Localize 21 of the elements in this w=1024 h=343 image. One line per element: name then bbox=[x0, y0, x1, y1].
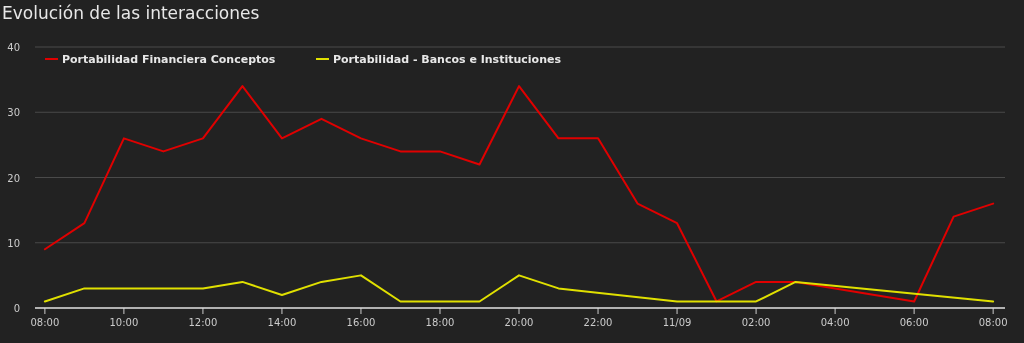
x-tick-label: 20:00 bbox=[504, 317, 534, 328]
y-tick-label: 30 bbox=[7, 107, 20, 119]
x-tick-label: 18:00 bbox=[425, 317, 455, 328]
x-tick-label: 06:00 bbox=[899, 317, 929, 328]
x-tick-label: 12:00 bbox=[188, 317, 218, 328]
x-tick-label: 14:00 bbox=[267, 317, 297, 328]
x-tick-label: 04:00 bbox=[820, 317, 850, 328]
legend-label: Portabilidad - Bancos e Instituciones bbox=[333, 53, 562, 66]
y-tick-label: 20 bbox=[7, 172, 20, 184]
chart-title: Evolución de las interacciones bbox=[2, 3, 260, 23]
x-tick-label: 08:00 bbox=[30, 317, 60, 328]
legend-label: Portabilidad Financiera Conceptos bbox=[62, 53, 276, 66]
y-tick-label: 0 bbox=[13, 303, 20, 314]
y-tick-label: 40 bbox=[7, 42, 20, 53]
y-tick-label: 10 bbox=[7, 237, 20, 249]
x-tick-label: 11/09 bbox=[662, 317, 692, 328]
x-tick-label: 08:00 bbox=[978, 317, 1008, 328]
x-tick-label: 22:00 bbox=[583, 317, 613, 328]
x-tick-label: 10:00 bbox=[109, 317, 139, 328]
x-tick-label: 02:00 bbox=[741, 317, 771, 328]
x-tick-label: 16:00 bbox=[346, 317, 376, 328]
